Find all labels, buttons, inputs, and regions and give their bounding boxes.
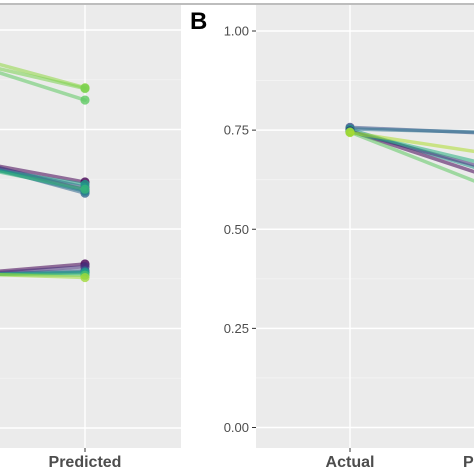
series-line bbox=[348, 130, 474, 154]
plot-background bbox=[0, 5, 181, 448]
series-line bbox=[348, 127, 474, 134]
x-tick-label: Actual bbox=[326, 454, 375, 471]
y-tick-label: 0.00 bbox=[224, 420, 249, 435]
series-line bbox=[0, 170, 87, 191]
series-line bbox=[0, 67, 87, 91]
data-point bbox=[80, 184, 90, 194]
series-line bbox=[348, 130, 474, 183]
data-point bbox=[80, 95, 90, 105]
panel-tag: B bbox=[190, 8, 207, 35]
series-line bbox=[0, 164, 87, 184]
panel-a: Predicted bbox=[0, 5, 181, 471]
series-group bbox=[0, 62, 90, 283]
data-point bbox=[80, 272, 90, 283]
series-line bbox=[0, 272, 87, 280]
data-point bbox=[80, 83, 90, 94]
data-point bbox=[345, 127, 355, 138]
series-group bbox=[345, 122, 474, 183]
panel-b: 0.00 0.25 0.50 0.75 1.00 Actual P B bbox=[190, 5, 474, 471]
y-tick-label: 0.50 bbox=[224, 222, 249, 237]
y-tick-label: 0.75 bbox=[224, 123, 249, 138]
x-tick-label: P bbox=[463, 454, 474, 471]
plot-background bbox=[256, 5, 474, 448]
series-line bbox=[0, 71, 87, 102]
y-tick-label: 1.00 bbox=[224, 24, 249, 39]
x-tick-label: Predicted bbox=[49, 454, 122, 471]
y-tick-label: 0.25 bbox=[224, 321, 249, 336]
